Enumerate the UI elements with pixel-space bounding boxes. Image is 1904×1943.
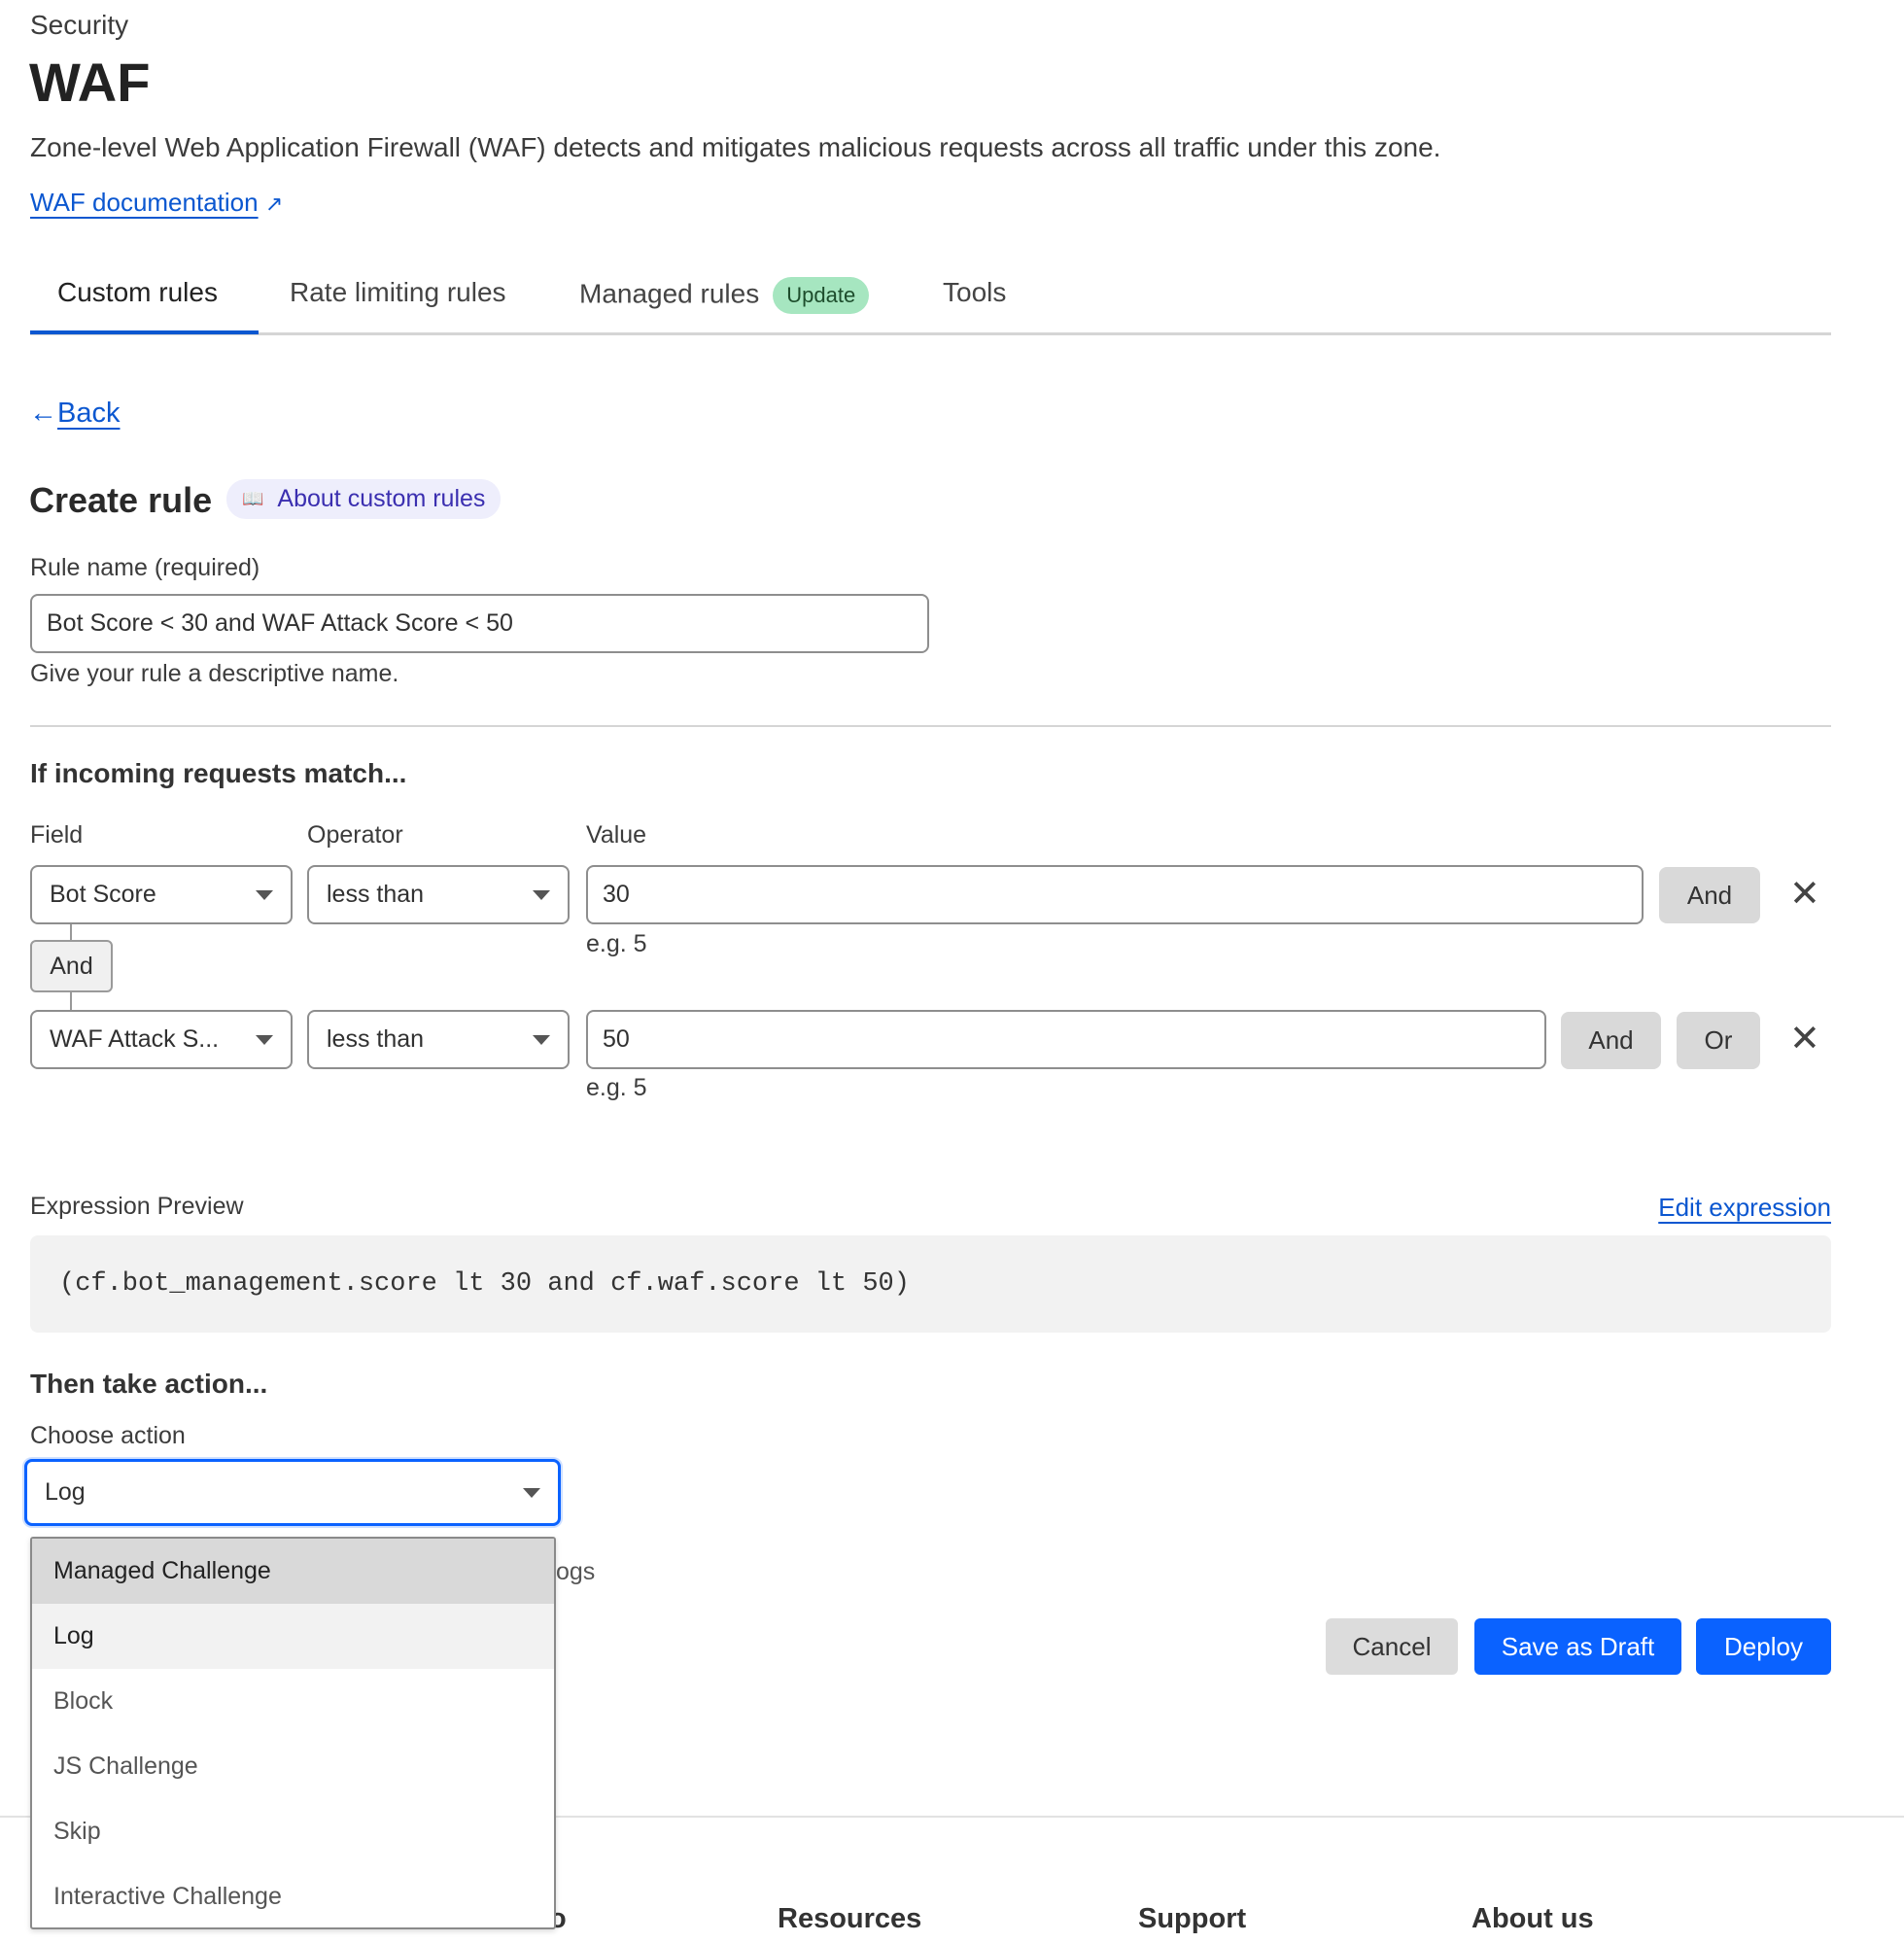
remove-row-1-close-icon[interactable]: ✕ — [1789, 874, 1820, 915]
rule-name-input[interactable]: Bot Score < 30 and WAF Attack Score < 50 — [30, 594, 929, 653]
match-heading: If incoming requests match... — [30, 758, 407, 788]
tab-label: Managed rules — [579, 278, 760, 309]
tab-active-indicator — [30, 330, 259, 334]
tab-managed-rules[interactable]: Managed rules Update — [579, 277, 870, 314]
chevron-down-icon — [256, 1034, 273, 1045]
action-select[interactable]: Log — [24, 1459, 561, 1526]
remove-row-2-close-icon[interactable]: ✕ — [1789, 1019, 1820, 1059]
rule-name-label: Rule name (required) — [30, 554, 260, 581]
value-input-1[interactable]: 30 — [586, 865, 1644, 924]
field-value: Bot Score — [50, 881, 156, 908]
deploy-button[interactable]: Deploy — [1696, 1618, 1831, 1675]
or-button-2[interactable]: Or — [1677, 1012, 1760, 1069]
option-block[interactable]: Block — [53, 1687, 114, 1715]
section-label: Security — [30, 10, 129, 40]
create-rule-heading: Create rule — [29, 480, 213, 520]
external-link-icon: ↗ — [264, 191, 284, 216]
arrow-left-icon: ← — [29, 398, 57, 429]
action-dropdown-menu: Managed Challenge Log Block JS Challenge… — [30, 1537, 556, 1929]
about-text: About custom rules — [277, 485, 486, 512]
back-text: Back — [57, 398, 121, 429]
expression-code: (cf.bot_management.score lt 30 and cf.wa… — [59, 1269, 910, 1299]
divider — [30, 725, 1831, 727]
tab-rate-limiting-rules[interactable]: Rate limiting rules — [290, 277, 506, 307]
option-interactive-challenge[interactable]: Interactive Challenge — [53, 1883, 282, 1910]
chevron-down-icon — [533, 1034, 550, 1045]
page-description: Zone-level Web Application Firewall (WAF… — [30, 132, 1441, 162]
footer-about-us: About us — [1471, 1903, 1594, 1934]
chevron-down-icon — [256, 889, 273, 900]
back-link[interactable]: ←Back — [29, 398, 120, 430]
value-text: 30 — [603, 881, 630, 908]
operator-value: less than — [327, 881, 425, 908]
operator-select-1[interactable]: less than — [307, 865, 570, 924]
value-input-2[interactable]: 50 — [586, 1010, 1546, 1069]
and-button-2[interactable]: And — [1561, 1012, 1661, 1069]
tabs — [30, 332, 1831, 335]
action-heading: Then take action... — [30, 1369, 268, 1399]
field-value: WAF Attack S... — [50, 1025, 220, 1053]
operator-value: less than — [327, 1025, 425, 1053]
action-value: Log — [45, 1478, 86, 1506]
action-description-text: ogs — [556, 1558, 596, 1585]
doc-link-text: WAF documentation — [30, 188, 259, 217]
value-hint-1: e.g. 5 — [586, 930, 647, 957]
footer-support: Support — [1138, 1903, 1247, 1934]
footer-divider — [0, 1816, 1904, 1818]
chevron-down-icon — [533, 889, 550, 900]
save-as-draft-button[interactable]: Save as Draft — [1474, 1618, 1681, 1675]
operator-column-label: Operator — [307, 821, 403, 849]
cancel-button[interactable]: Cancel — [1326, 1618, 1458, 1675]
book-icon: 📖 — [242, 489, 264, 508]
rule-name-help: Give your rule a descriptive name. — [30, 660, 399, 687]
value-hint-2: e.g. 5 — [586, 1074, 647, 1101]
option-managed-challenge[interactable]: Managed Challenge — [32, 1539, 554, 1604]
choose-action-label: Choose action — [30, 1422, 186, 1449]
footer-resources: Resources — [778, 1903, 922, 1934]
operator-select-2[interactable]: less than — [307, 1010, 570, 1069]
tab-custom-rules[interactable]: Custom rules — [57, 277, 218, 307]
option-js-challenge[interactable]: JS Challenge — [53, 1752, 198, 1780]
tab-tools[interactable]: Tools — [943, 277, 1007, 307]
field-select-1[interactable]: Bot Score — [30, 865, 293, 924]
field-select-2[interactable]: WAF Attack S... — [30, 1010, 293, 1069]
and-button-1[interactable]: And — [1659, 867, 1760, 923]
rule-name-value: Bot Score < 30 and WAF Attack Score < 50 — [47, 609, 513, 637]
update-badge: Update — [773, 277, 870, 314]
expression-preview-box: (cf.bot_management.score lt 30 and cf.wa… — [30, 1235, 1831, 1333]
expression-preview-label: Expression Preview — [30, 1193, 244, 1220]
about-custom-rules-button[interactable]: 📖 About custom rules — [226, 479, 502, 519]
field-column-label: Field — [30, 821, 84, 849]
option-skip[interactable]: Skip — [53, 1818, 101, 1845]
waf-documentation-link[interactable]: WAF documentation ↗ — [30, 188, 283, 218]
option-log[interactable]: Log — [32, 1604, 554, 1669]
value-text: 50 — [603, 1025, 630, 1053]
chevron-down-icon — [523, 1487, 540, 1498]
connector-and-button[interactable]: And — [30, 940, 113, 992]
edit-expression-link[interactable]: Edit expression — [1658, 1193, 1831, 1222]
value-column-label: Value — [586, 821, 647, 849]
page-title: WAF — [29, 52, 151, 113]
